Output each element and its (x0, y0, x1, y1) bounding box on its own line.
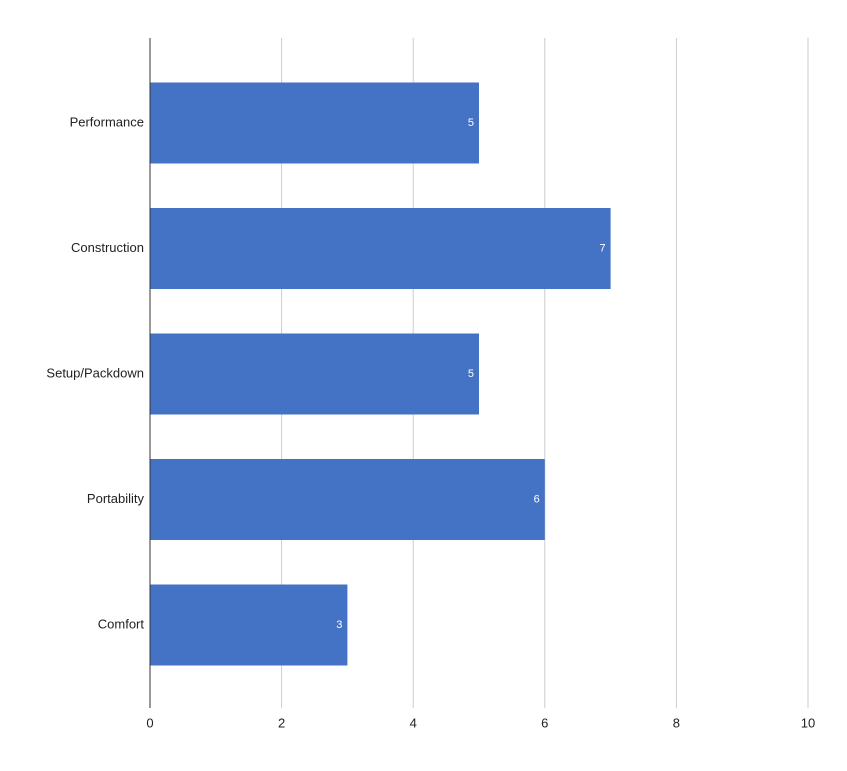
bar (150, 208, 611, 289)
y-tick-label: Construction (71, 240, 144, 255)
x-tick-label: 0 (146, 715, 153, 730)
bar (150, 82, 479, 164)
x-tick-label: 8 (673, 715, 680, 730)
y-tick-label: Performance (70, 114, 144, 129)
bar (150, 459, 545, 540)
x-tick-label: 6 (541, 715, 548, 730)
data-label: 5 (468, 117, 474, 129)
data-label: 7 (599, 242, 605, 254)
y-tick-label: Portability (87, 491, 145, 506)
data-label: 5 (468, 368, 474, 380)
bar (150, 584, 348, 666)
x-tick-label: 2 (278, 715, 285, 730)
x-tick-label: 10 (801, 715, 815, 730)
y-tick-label: Setup/Packdown (46, 365, 144, 380)
y-tick-label: Comfort (98, 616, 145, 631)
bar (150, 333, 479, 415)
data-label: 3 (336, 619, 342, 631)
x-tick-label: 4 (410, 715, 417, 730)
data-label: 6 (534, 493, 540, 505)
